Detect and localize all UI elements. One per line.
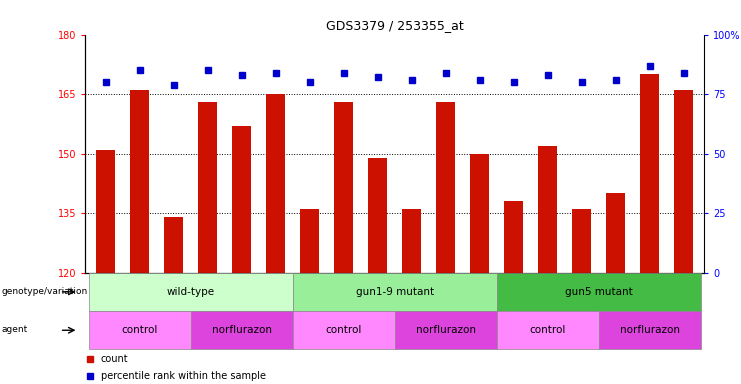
Bar: [89, 311, 190, 349]
Bar: [293, 311, 394, 349]
Bar: [538, 146, 557, 273]
Text: norflurazon: norflurazon: [212, 325, 272, 335]
Text: norflurazon: norflurazon: [619, 325, 679, 335]
Bar: [599, 311, 700, 349]
Text: percentile rank within the sample: percentile rank within the sample: [101, 371, 266, 381]
Bar: [334, 102, 353, 273]
Text: agent: agent: [1, 325, 27, 334]
Bar: [266, 94, 285, 273]
Bar: [232, 126, 251, 273]
Bar: [640, 74, 659, 273]
Bar: [165, 217, 183, 273]
Bar: [572, 209, 591, 273]
Bar: [293, 273, 496, 311]
Text: wild-type: wild-type: [167, 287, 215, 297]
Bar: [402, 209, 421, 273]
Bar: [496, 311, 599, 349]
Text: gun1-9 mutant: gun1-9 mutant: [356, 287, 433, 297]
Bar: [436, 102, 455, 273]
Text: norflurazon: norflurazon: [416, 325, 476, 335]
Bar: [89, 273, 293, 311]
Bar: [130, 90, 149, 273]
Title: GDS3379 / 253355_at: GDS3379 / 253355_at: [326, 19, 463, 32]
Text: control: control: [122, 325, 158, 335]
Text: control: control: [529, 325, 566, 335]
Bar: [496, 273, 700, 311]
Bar: [394, 311, 496, 349]
Bar: [606, 193, 625, 273]
Bar: [471, 154, 489, 273]
Bar: [199, 102, 217, 273]
Bar: [96, 150, 115, 273]
Bar: [300, 209, 319, 273]
Text: gun5 mutant: gun5 mutant: [565, 287, 632, 297]
Text: control: control: [325, 325, 362, 335]
Bar: [190, 311, 293, 349]
Bar: [674, 90, 693, 273]
Text: genotype/variation: genotype/variation: [1, 286, 87, 296]
Text: count: count: [101, 354, 128, 364]
Bar: [368, 157, 387, 273]
Bar: [504, 201, 523, 273]
